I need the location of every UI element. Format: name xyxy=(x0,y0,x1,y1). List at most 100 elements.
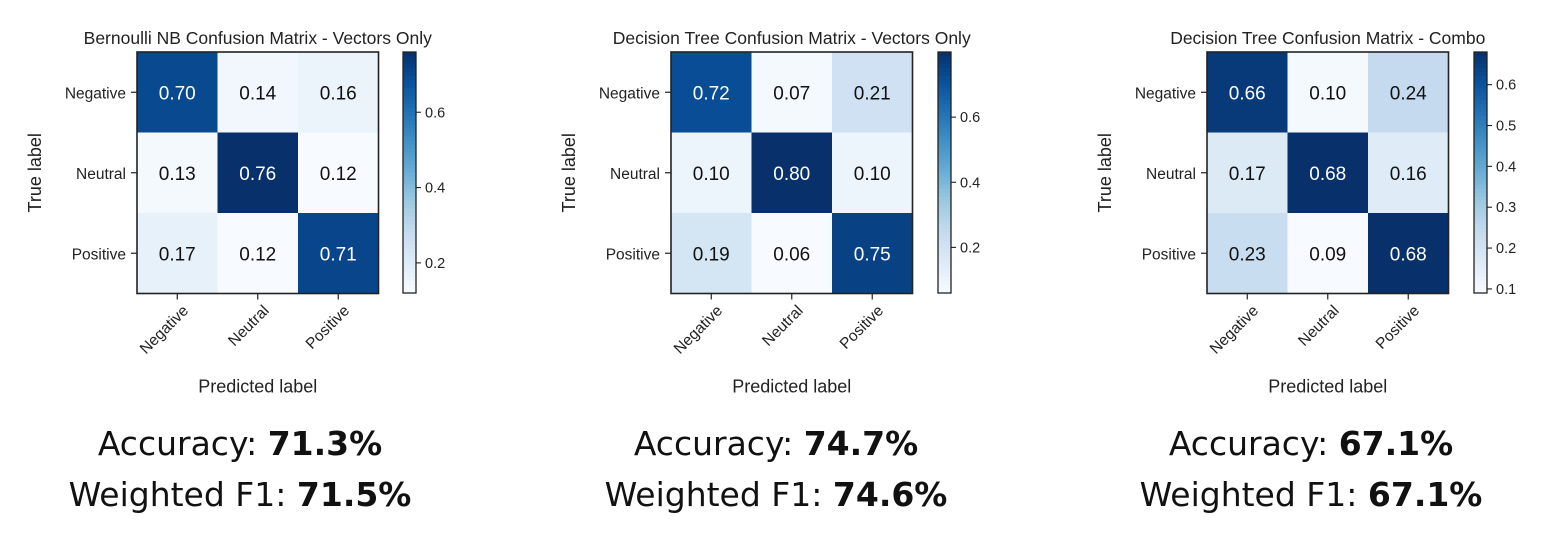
colorbar-segment xyxy=(938,100,951,105)
colorbar-segment xyxy=(1474,124,1487,129)
colorbar-segment xyxy=(403,160,416,166)
weighted-f1-label: Weighted F1: xyxy=(68,475,297,514)
y-tick-label: Neutral xyxy=(610,166,660,183)
colorbar-segment xyxy=(938,188,951,194)
colorbar-segment xyxy=(403,256,416,262)
colorbar-segment xyxy=(403,244,416,250)
cell-value-label: 0.75 xyxy=(854,244,891,265)
colorbar-segment xyxy=(938,192,951,198)
cell-value-label: 0.17 xyxy=(1229,164,1266,185)
colorbar-segment xyxy=(1474,120,1487,125)
colorbar-segment xyxy=(938,116,951,121)
colorbar-segment xyxy=(1474,216,1487,222)
x-tick-label: Positive xyxy=(837,302,887,352)
cell-value-label: 0.68 xyxy=(1390,244,1427,265)
colorbar-segment xyxy=(1474,272,1487,278)
colorbar-segment xyxy=(1474,80,1487,85)
cell-value-label: 0.06 xyxy=(773,244,810,265)
heatmap-cell xyxy=(298,52,379,133)
heatmap-cell xyxy=(751,52,833,133)
y-tick-label: Negative xyxy=(599,85,660,102)
colorbar-tick-label: 0.1 xyxy=(1496,282,1516,298)
weighted-f1-value: 74.6% xyxy=(832,475,948,514)
colorbar-segment xyxy=(938,240,951,246)
heatmap-cell xyxy=(1207,213,1288,294)
colorbar-segment xyxy=(403,224,416,230)
colorbar-segment xyxy=(938,68,951,73)
colorbar-segment xyxy=(403,168,416,174)
colorbar-segment xyxy=(1474,172,1487,178)
colorbar-segment xyxy=(403,64,416,69)
colorbar-segment xyxy=(1474,288,1487,294)
colorbar-segment xyxy=(403,156,416,162)
colorbar-segment xyxy=(1474,132,1487,137)
weighted-f1-value: 67.1% xyxy=(1367,475,1483,514)
colorbar-segment xyxy=(403,144,416,149)
heatmap-cell xyxy=(1207,52,1288,133)
cell-value-label: 0.10 xyxy=(1309,83,1346,104)
colorbar-segment xyxy=(1474,256,1487,262)
colorbar-segment xyxy=(938,156,951,162)
colorbar-frame xyxy=(937,51,952,294)
accuracy-value: 71.3% xyxy=(267,424,383,463)
colorbar-segment xyxy=(938,92,951,97)
accuracy-value: 67.1% xyxy=(1338,424,1454,463)
colorbar-segment xyxy=(403,132,416,137)
heatmap-cell xyxy=(832,132,913,214)
colorbar-segment xyxy=(1474,100,1487,105)
colorbar-segment xyxy=(938,112,951,117)
colorbar-segment xyxy=(938,264,951,270)
heatmap-cell xyxy=(137,213,218,294)
heatmap-cell xyxy=(1287,213,1369,294)
cell-value-label: 0.12 xyxy=(239,244,276,265)
colorbar-segment xyxy=(938,224,951,230)
colorbar-segment xyxy=(403,116,416,121)
colorbar-frame xyxy=(1473,51,1488,294)
cell-value-label: 0.80 xyxy=(773,164,810,185)
colorbar-segment xyxy=(403,284,416,290)
colorbar-segment xyxy=(1474,240,1487,246)
colorbar-segment xyxy=(1474,164,1487,170)
confusion-matrix-panel-2: Decision Tree Confusion Matrix - Vectors… xyxy=(559,28,980,397)
colorbar-segment xyxy=(938,252,951,258)
colorbar-segment xyxy=(403,268,416,274)
cell-value-label: 0.70 xyxy=(159,83,196,104)
cell-value-label: 0.16 xyxy=(320,83,357,104)
heatmap-cell xyxy=(671,213,752,294)
colorbar-segment xyxy=(938,284,951,290)
cell-value-label: 0.14 xyxy=(239,83,276,104)
colorbar-segment xyxy=(1474,252,1487,258)
accuracy-label: Accuracy: xyxy=(633,424,804,463)
weighted-f1-label: Weighted F1: xyxy=(1139,475,1368,514)
colorbar-tick-label: 0.6 xyxy=(1496,78,1516,94)
colorbar-segment xyxy=(403,84,416,89)
colorbar-segment xyxy=(403,136,416,141)
colorbar-segment xyxy=(938,128,951,133)
y-axis-label: True label xyxy=(25,133,45,212)
colorbar-segment xyxy=(403,72,416,77)
colorbar-segment xyxy=(938,96,951,101)
colorbar-segment xyxy=(403,232,416,238)
colorbar-segment xyxy=(1474,220,1487,226)
colorbar-segment xyxy=(403,60,416,65)
colorbar-segment xyxy=(1474,152,1487,158)
colorbar-segment xyxy=(403,152,416,158)
colorbar-segment xyxy=(403,208,416,214)
colorbar-segment xyxy=(938,84,951,89)
colorbar-segment xyxy=(403,164,416,170)
colorbar-segment xyxy=(1474,112,1487,117)
metrics-panel-2: Accuracy: 74.7% Weighted F1: 74.6% xyxy=(566,418,986,520)
colorbar-segment xyxy=(938,144,951,149)
colorbar-segment xyxy=(403,188,416,194)
colorbar-segment xyxy=(938,212,951,218)
colorbar-tick-label: 0.6 xyxy=(960,110,980,126)
heatmap-cell xyxy=(298,213,379,294)
colorbar-segment xyxy=(938,60,951,65)
chart-title: Decision Tree Confusion Matrix - Vectors… xyxy=(613,28,971,48)
colorbar-segment xyxy=(1474,160,1487,166)
cell-value-label: 0.10 xyxy=(693,164,730,185)
colorbar-segment xyxy=(1474,176,1487,182)
x-tick-label: Neutral xyxy=(225,302,272,349)
colorbar-segment xyxy=(403,264,416,270)
colorbar-segment xyxy=(403,240,416,246)
